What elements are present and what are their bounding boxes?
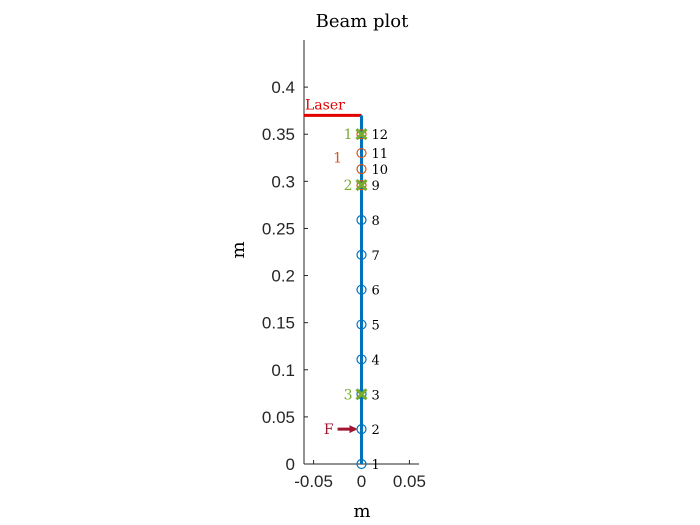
y-tick-label: 0.15: [262, 314, 295, 333]
region-label: 1: [333, 150, 342, 166]
x-axis-label: m: [353, 501, 370, 522]
y-ticks: 0 0.05 0.1 0.15 0.2 0.25 0.3 0.35 0.4: [262, 78, 308, 474]
y-tick-label: 0.4: [271, 78, 295, 97]
y-tick-label: 0.05: [262, 408, 295, 427]
y-axis-label: m: [228, 241, 249, 258]
node-marker: [356, 319, 367, 330]
support-label: 1: [344, 127, 353, 143]
support-label: 3: [344, 387, 353, 403]
support-label: 2: [344, 178, 353, 194]
y-tick-label: 0.35: [262, 125, 295, 144]
chart-title: Beam plot: [316, 11, 410, 32]
node-label: 9: [372, 179, 380, 194]
node-marker: [356, 458, 367, 470]
node-label: 11: [372, 147, 389, 162]
node-marker: [356, 354, 367, 365]
force-label: F: [324, 422, 334, 438]
node-marker: [356, 129, 367, 140]
node-label: 6: [372, 284, 380, 299]
node-label: 5: [372, 319, 380, 334]
support-marker: [355, 388, 368, 401]
node-marker: [356, 214, 367, 226]
support-marker: [355, 128, 368, 141]
x-tick-label: 0.05: [393, 472, 426, 491]
node-label: 8: [372, 214, 380, 229]
y-tick-label: 0.2: [271, 267, 295, 286]
y-tick-label: 0.25: [262, 219, 295, 238]
node-label: 7: [372, 249, 380, 264]
y-tick-label: 0.3: [271, 172, 295, 191]
node-label: 1: [372, 458, 380, 473]
node-marker: [356, 424, 367, 435]
node-marker: [356, 249, 367, 260]
node-marker: [356, 147, 367, 159]
node-label: 10: [372, 163, 389, 178]
node-label: 3: [372, 388, 380, 403]
x-ticks: -0.05 0 0.05: [294, 460, 426, 491]
node-label: 2: [372, 423, 380, 438]
node-label: 4: [372, 353, 380, 368]
node-marker: [356, 284, 367, 295]
node-marker: [356, 389, 367, 400]
laser-label: Laser: [305, 97, 345, 113]
y-tick-label: 0: [286, 455, 295, 474]
x-tick-label: 0: [357, 472, 366, 491]
node-marker: [356, 180, 367, 191]
x-tick-label: -0.05: [294, 472, 333, 491]
node-label: 12: [372, 128, 389, 143]
node-marker: [356, 163, 367, 175]
y-tick-label: 0.1: [271, 361, 295, 380]
support-marker: [355, 179, 368, 192]
